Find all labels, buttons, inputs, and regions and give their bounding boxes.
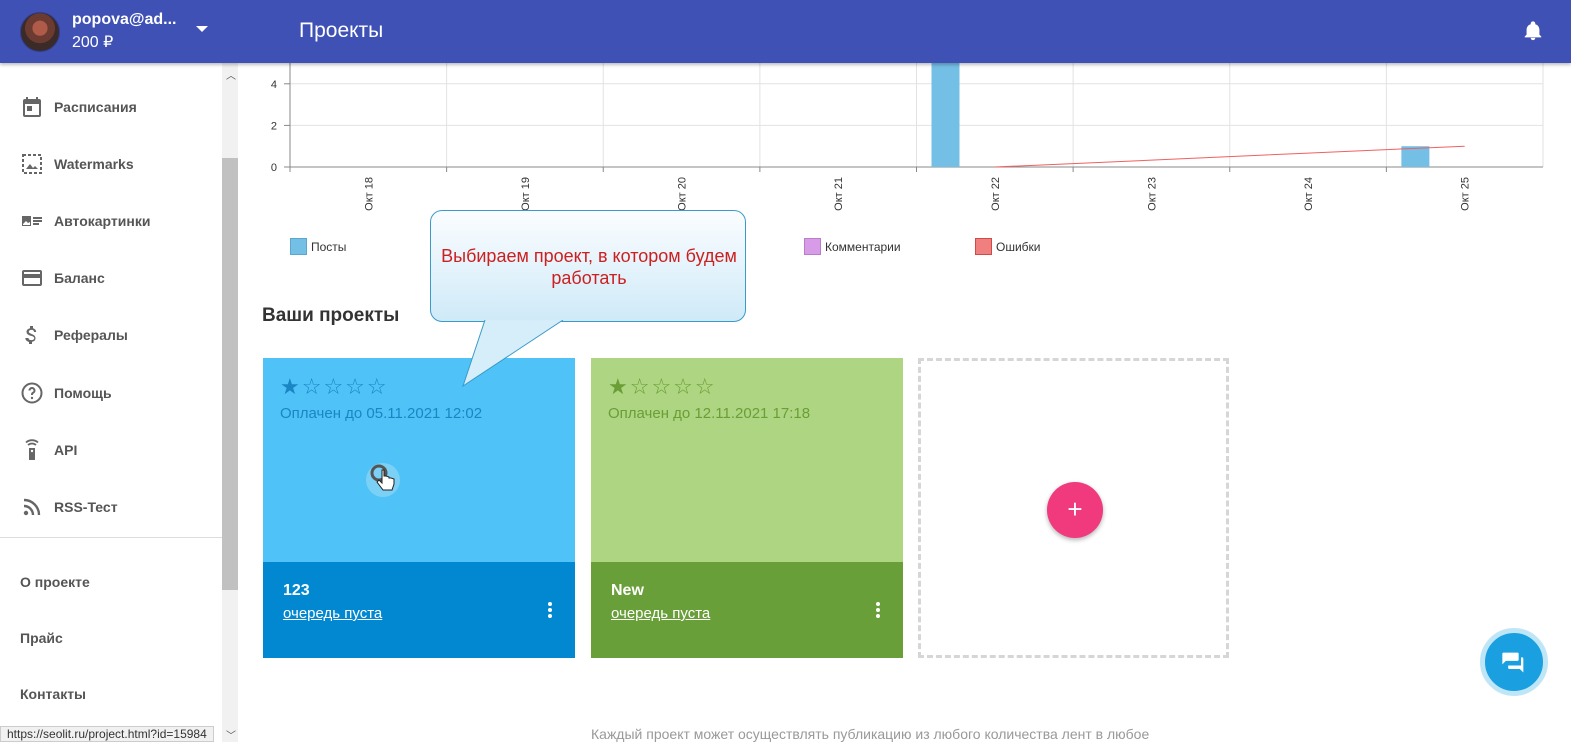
tutorial-callout: Выбираем проект, в котором будем работат… [430, 210, 746, 322]
x-tick-label: Окт 24 [1303, 177, 1315, 211]
page-title: Проекты [299, 19, 384, 42]
top-bar: popova@ad... 200 ₽ Проекты [0, 0, 1571, 63]
rating-stars[interactable]: ★☆☆☆☆ [280, 374, 389, 399]
sidebar-item-schedules[interactable]: Расписания [0, 85, 222, 129]
projects-section-title: Ваши проекты [262, 305, 400, 326]
x-tick-label: Окт 21 [833, 177, 845, 211]
sidebar-item-watermarks[interactable]: Watermarks [0, 142, 222, 186]
sidebar-item-balance[interactable]: Баланс [0, 256, 222, 300]
y-tick-label: 2 [271, 120, 277, 132]
scroll-down-icon[interactable]: ﹀ [226, 731, 236, 742]
sidebar-item-label: API [54, 442, 78, 458]
queue-link[interactable]: очередь пуста [283, 605, 383, 622]
callout-pointer [462, 320, 564, 388]
help-icon [21, 382, 43, 404]
rating-stars[interactable]: ★☆☆☆☆ [608, 374, 717, 399]
project-card[interactable]: ★☆☆☆☆ Оплачен до 05.11.2021 12:02 123 оч… [263, 358, 575, 658]
more-vert-icon[interactable] [546, 602, 554, 622]
sidebar-item-referrals[interactable]: Рефералы [0, 313, 222, 357]
add-project-button[interactable]: + [1047, 482, 1103, 538]
project-card-body[interactable]: ★☆☆☆☆ Оплачен до 12.11.2021 17:18 [591, 358, 903, 562]
scroll-up-icon[interactable]: ︿ [226, 71, 236, 82]
legend-swatch [975, 238, 992, 255]
legend-swatch [804, 238, 821, 255]
sidebar-scroll-thumb[interactable] [222, 158, 238, 590]
rss-icon [23, 498, 41, 516]
project-card-footer: 123 очередь пуста [263, 562, 575, 658]
activity-chart: 0 2 4 Окт 18 Окт 19 Окт 20 Окт 21 Окт 22 Окт 23 О… [271, 63, 1544, 211]
chart-bar [1401, 146, 1430, 167]
picture-list-icon [22, 216, 42, 226]
legend-label: Ошибки [996, 240, 1041, 254]
chart-line-errors [994, 145, 1465, 168]
credit-card-icon [22, 270, 42, 286]
sidebar-item-label: Расписания [54, 99, 137, 115]
calendar-icon [23, 97, 41, 117]
legend-label: Посты [311, 240, 347, 254]
x-tick-label: Окт 19 [520, 177, 532, 211]
sidebar-item-label: Рефералы [54, 327, 128, 343]
project-card[interactable]: ★☆☆☆☆ Оплачен до 12.11.2021 17:18 New оч… [591, 358, 903, 658]
x-tick-label: Окт 23 [1146, 177, 1158, 211]
sidebar-item-label: RSS-Тест [54, 499, 118, 515]
project-name: 123 [283, 582, 310, 599]
sidebar-item-autopictures[interactable]: Автокартинки [0, 199, 222, 243]
user-email[interactable]: popova@ad... [72, 11, 177, 28]
sidebar-item-label: Баланс [54, 270, 105, 286]
bell-icon[interactable] [1522, 20, 1544, 42]
sidebar-link-contacts[interactable]: Контакты [20, 686, 87, 702]
y-tick-label: 4 [271, 79, 277, 91]
chart-bar [931, 63, 960, 167]
chat-icon [1502, 652, 1524, 673]
footer-hint-text: Каждый проект может осуществлять публика… [591, 726, 1150, 742]
x-tick-label: Окт 20 [677, 177, 689, 211]
y-tick-label: 0 [271, 162, 277, 174]
sidebar-item-rss-test[interactable]: RSS-Тест [0, 485, 222, 529]
paid-until: Оплачен до 05.11.2021 12:02 [280, 405, 483, 422]
api-icon [25, 439, 39, 460]
sidebar-item-label: Автокартинки [54, 213, 151, 229]
project-name: New [611, 582, 644, 599]
queue-link[interactable]: очередь пуста [611, 605, 711, 622]
more-vert-icon[interactable] [874, 602, 882, 622]
sidebar-item-help[interactable]: Помощь [0, 371, 222, 415]
x-tick-label: Окт 18 [363, 177, 375, 211]
chevron-down-icon[interactable] [196, 26, 208, 32]
paid-until: Оплачен до 12.11.2021 17:18 [608, 405, 811, 422]
status-bar-url: https://seolit.ru/project.html?id=15984 [0, 726, 214, 742]
callout-text: Выбираем проект, в котором будем работат… [441, 246, 737, 288]
legend-swatch [290, 238, 307, 255]
x-tick-label: Окт 25 [1460, 177, 1472, 211]
project-card-body[interactable]: ★☆☆☆☆ Оплачен до 05.11.2021 12:02 [263, 358, 575, 562]
sidebar-item-label: Watermarks [54, 156, 134, 172]
x-tick-label: Окт 22 [990, 177, 1002, 211]
project-card-footer: New очередь пуста [591, 562, 903, 658]
user-balance: 200 ₽ [72, 34, 114, 51]
chat-button[interactable] [1480, 628, 1548, 696]
dollar-icon [25, 326, 37, 344]
sidebar-link-pricing[interactable]: Прайс [20, 630, 63, 646]
avatar[interactable] [20, 12, 60, 52]
sidebar: Расписания Watermarks Автокартинки Балан… [0, 63, 238, 742]
sidebar-item-label: Помощь [54, 385, 112, 401]
sidebar-item-api[interactable]: API [0, 428, 222, 472]
image-icon [22, 154, 42, 174]
sidebar-divider [0, 537, 222, 538]
hand-cursor-icon [366, 463, 400, 497]
add-project-card[interactable]: + [918, 358, 1229, 658]
sidebar-link-about[interactable]: О проекте [20, 574, 90, 590]
legend-label: Комментарии [825, 240, 901, 254]
